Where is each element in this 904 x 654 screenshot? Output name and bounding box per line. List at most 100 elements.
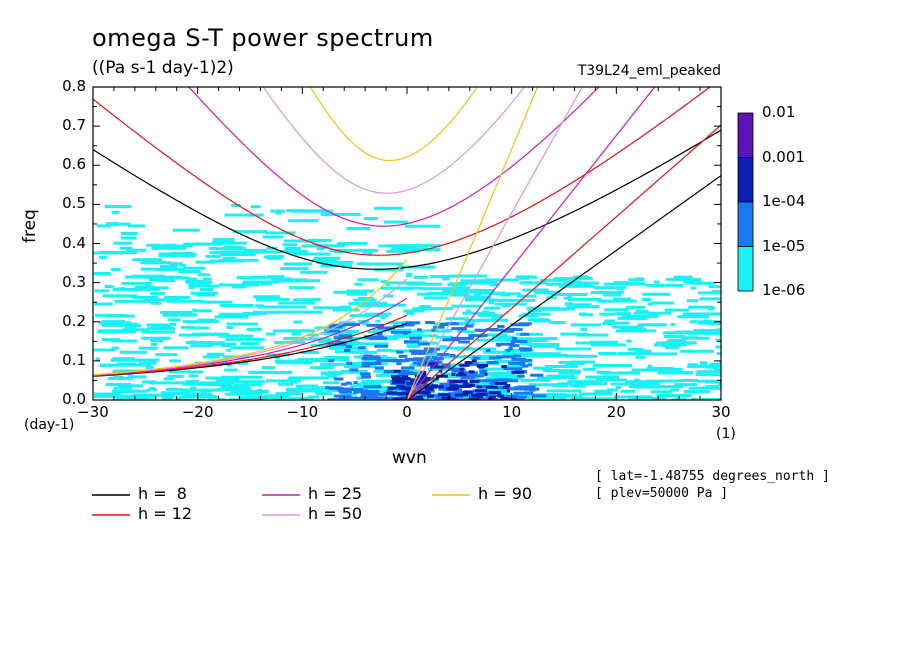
power-cell [593, 364, 632, 367]
power-cell [266, 379, 302, 383]
power-cell [300, 351, 320, 354]
power-cell [567, 294, 573, 298]
power-cell [547, 290, 556, 294]
power-cell [271, 277, 292, 281]
power-cell [361, 379, 393, 383]
power-cell [274, 359, 304, 363]
power-cell [477, 395, 484, 399]
power-cell [108, 222, 131, 226]
power-cell [363, 385, 380, 389]
power-cell [284, 247, 302, 250]
power-cell [435, 335, 454, 339]
power-cell [435, 374, 448, 378]
power-cell [424, 359, 435, 363]
power-cell [357, 346, 366, 350]
y-axis-unit: (day-1) [24, 417, 75, 433]
power-cell [493, 383, 504, 387]
power-cell [506, 348, 511, 352]
power-cell [396, 362, 402, 366]
y-tick-label: 0.8 [62, 77, 86, 95]
power-cell [633, 311, 672, 315]
power-cell [151, 287, 160, 291]
power-cell [283, 392, 302, 396]
power-cell [217, 314, 241, 318]
power-cell [319, 362, 357, 366]
power-cell [357, 278, 379, 282]
power-cell [226, 348, 232, 352]
power-cell [362, 360, 378, 364]
power-cell [397, 392, 411, 395]
power-cell [489, 283, 500, 287]
power-cell [590, 340, 618, 344]
power-cell [178, 396, 186, 400]
power-cell [653, 280, 660, 284]
power-cell [335, 330, 360, 333]
power-cell [458, 371, 464, 375]
power-cell [325, 385, 330, 389]
power-cell [172, 228, 200, 232]
power-cell [191, 242, 207, 246]
power-cell [296, 385, 302, 389]
power-cell [523, 281, 533, 284]
power-cell [466, 309, 471, 313]
power-cell [707, 397, 721, 400]
power-cell [546, 296, 557, 300]
power-cell [392, 380, 406, 384]
power-cell [500, 397, 507, 400]
power-cell [691, 398, 720, 400]
power-cell [206, 352, 225, 356]
power-cell [479, 333, 507, 337]
power-cell [102, 394, 120, 398]
power-cell [261, 366, 275, 370]
power-cell [124, 325, 136, 329]
power-cell [527, 363, 533, 367]
power-cell [688, 305, 714, 309]
power-cell [542, 369, 575, 373]
power-cell [510, 340, 528, 343]
power-cell [401, 248, 441, 252]
power-cell [715, 345, 721, 349]
power-cell [625, 380, 656, 384]
power-cell [438, 387, 449, 391]
power-cell [585, 397, 619, 400]
power-cell [490, 374, 525, 378]
power-cell [470, 357, 496, 361]
power-cell [483, 306, 496, 310]
power-cell [333, 290, 367, 294]
power-cell [219, 253, 256, 257]
kelvin-curve [406, 87, 539, 400]
power-cell [712, 289, 721, 293]
power-cell [519, 362, 526, 366]
power-cell [413, 275, 429, 279]
power-cell [474, 389, 488, 393]
power-cell [328, 386, 344, 390]
chart-title: omega S-T power spectrum [92, 24, 434, 52]
power-cell [340, 392, 357, 396]
power-cell [263, 255, 276, 259]
power-cell [329, 248, 366, 252]
power-cell [226, 326, 234, 329]
power-cell [169, 322, 177, 326]
power-cell [664, 308, 690, 312]
power-cell [338, 321, 356, 325]
power-cell [146, 388, 151, 392]
power-cell [466, 374, 484, 378]
power-cell [146, 323, 169, 327]
power-cell [103, 294, 137, 298]
power-cell [374, 344, 388, 348]
power-cell [226, 322, 258, 326]
power-cell [333, 336, 353, 340]
power-cell [425, 362, 439, 366]
power-cell [468, 398, 480, 400]
power-cell [145, 261, 171, 265]
power-cell [135, 396, 149, 400]
power-cell [461, 274, 488, 278]
power-cell [573, 303, 592, 307]
power-cell [642, 292, 671, 296]
power-cell [686, 299, 699, 303]
power-cell [619, 327, 647, 331]
power-cell [313, 306, 347, 310]
power-cell [500, 365, 528, 368]
power-cell [130, 389, 139, 393]
power-cell [157, 279, 176, 283]
